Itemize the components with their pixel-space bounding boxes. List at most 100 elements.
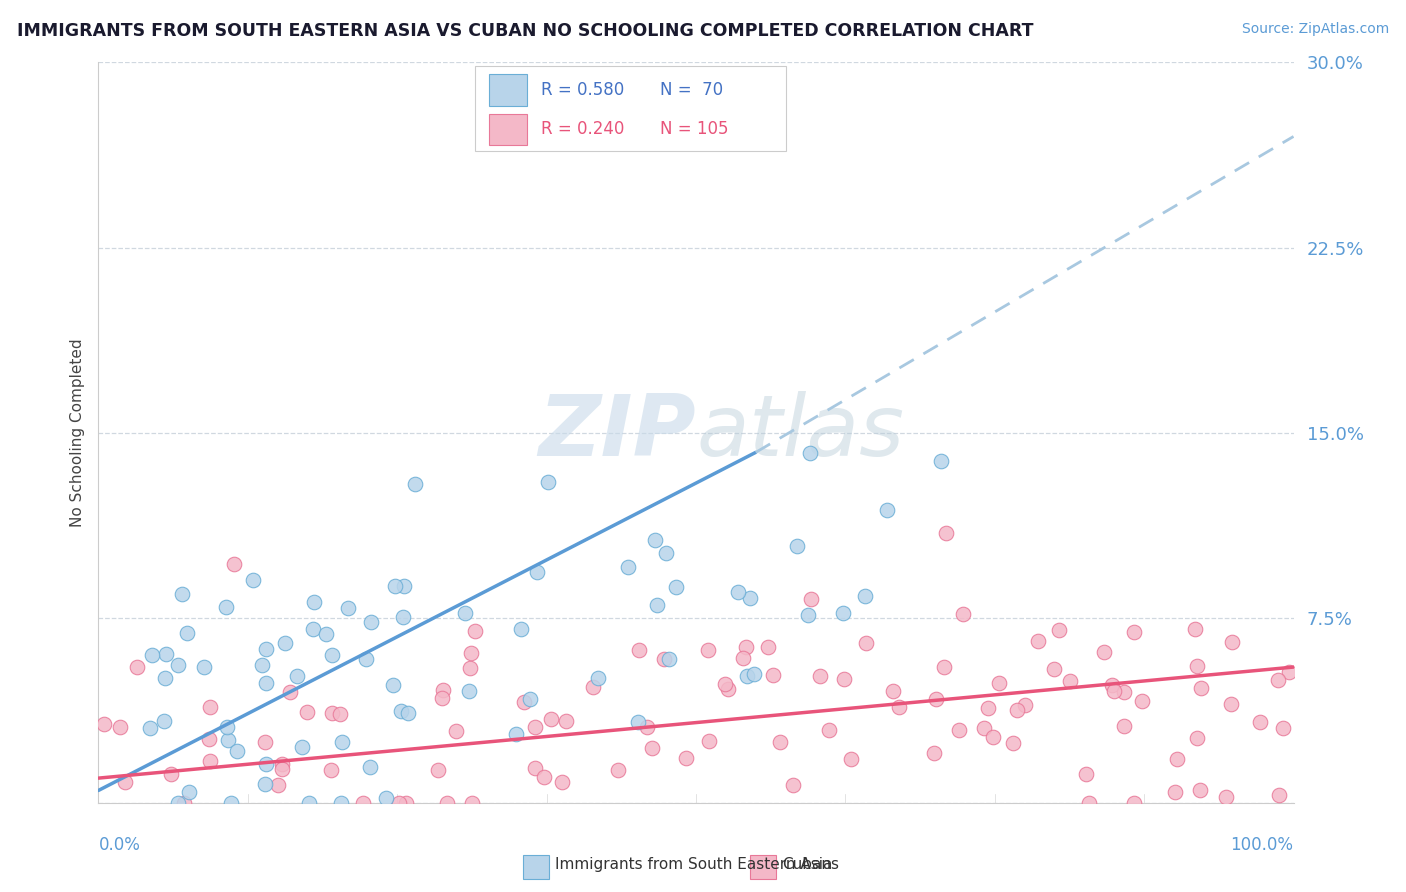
Point [513,695,536,709]
Point [738,591,761,606]
Point [1042,662,1064,676]
Y-axis label: No Schooling Completed: No Schooling Completed [69,338,84,527]
Point [582,680,605,694]
Point [1123,796,1146,810]
Point [855,635,877,649]
Point [1059,674,1081,689]
Point [786,539,808,553]
Point [1184,622,1206,636]
Point [1166,752,1188,766]
Point [375,791,398,805]
Text: Source: ZipAtlas.com: Source: ZipAtlas.com [1241,22,1389,37]
Point [981,730,1004,744]
Point [810,668,832,682]
Point [742,667,765,681]
Point [1101,678,1123,692]
Point [170,587,193,601]
Point [1047,623,1070,637]
Point [271,762,294,776]
Point [274,636,297,650]
Point [929,453,952,467]
Point [198,754,221,768]
Point [717,682,740,697]
Point [177,785,200,799]
Point [1278,665,1301,679]
Point [430,691,453,706]
Point [797,608,820,623]
Point [652,652,675,666]
Point [329,706,352,721]
Point [540,713,562,727]
Point [551,775,574,789]
Point [139,721,162,735]
Point [173,796,195,810]
Text: atlas: atlas [696,391,904,475]
FancyBboxPatch shape [489,74,527,105]
Point [389,704,412,718]
Point [360,615,382,629]
Point [1007,703,1029,717]
Point [627,715,650,730]
Point [254,641,277,656]
Text: Immigrants from South Eastern Asia: Immigrants from South Eastern Asia [555,856,832,871]
Text: Cubans: Cubans [782,856,839,871]
Point [644,533,666,547]
Point [922,747,945,761]
Point [396,706,419,720]
Point [217,732,239,747]
Point [176,625,198,640]
Point [352,796,374,810]
Point [1215,790,1237,805]
Point [697,643,720,657]
Point [526,565,548,579]
Point [524,721,547,735]
Point [167,796,190,810]
Point [1077,796,1099,810]
Point [756,640,779,654]
Point [464,624,486,638]
Point [319,764,342,778]
Point [226,744,249,758]
Point [155,647,177,661]
Point [329,796,352,810]
Point [519,692,541,706]
Point [382,677,405,691]
Point [193,660,215,674]
Point [737,669,759,683]
Point [586,672,609,686]
Text: R = 0.580: R = 0.580 [541,81,624,99]
Point [222,558,245,572]
Point [973,722,995,736]
Point [1123,625,1146,640]
Point [93,717,115,731]
FancyBboxPatch shape [523,855,548,879]
Point [882,684,904,698]
Point [302,594,325,608]
Text: R = 0.240: R = 0.240 [541,120,624,138]
Point [948,723,970,738]
Point [432,683,454,698]
Point [1268,788,1291,802]
Point [935,525,957,540]
Point [1026,633,1049,648]
Point [114,775,136,789]
Text: IMMIGRANTS FROM SOUTH EASTERN ASIA VS CUBAN NO SCHOOLING COMPLETED CORRELATION C: IMMIGRANTS FROM SOUTH EASTERN ASIA VS CU… [17,22,1033,40]
Point [153,672,176,686]
Point [384,579,406,593]
Point [404,476,426,491]
Point [675,751,697,765]
Point [714,677,737,691]
Point [1189,681,1212,695]
Point [315,626,337,640]
Point [1188,783,1211,797]
Point [125,659,148,673]
Text: 100.0%: 100.0% [1230,836,1294,855]
Point [395,796,418,810]
Point [1114,719,1136,733]
Point [658,652,681,666]
Point [1185,658,1208,673]
Point [1130,694,1153,708]
Point [1014,698,1036,712]
Point [253,735,276,749]
Point [458,660,481,674]
